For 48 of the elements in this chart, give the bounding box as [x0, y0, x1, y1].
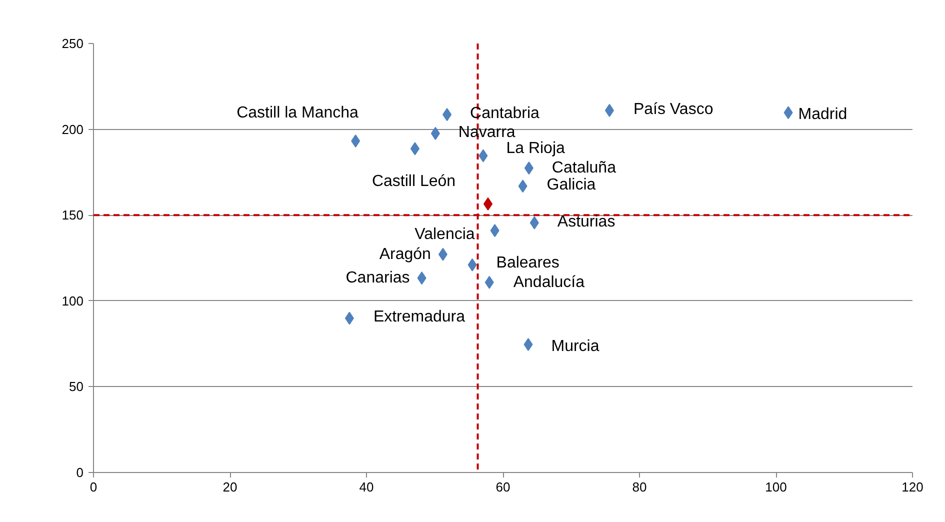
point	[438, 248, 448, 261]
point	[478, 149, 488, 162]
y-tick-label: 200	[62, 122, 84, 137]
point	[784, 106, 793, 120]
point	[442, 108, 452, 122]
x-tick-label: 40	[359, 480, 374, 494]
data-label: Castill León	[372, 173, 456, 190]
data-label: Murcia	[551, 338, 600, 355]
point	[604, 104, 614, 117]
point	[524, 162, 534, 175]
point	[484, 276, 494, 289]
point	[518, 180, 528, 193]
x-tick-label: 60	[496, 480, 510, 494]
point	[468, 258, 477, 272]
x-tick-label: 0	[90, 480, 98, 494]
data-label: Valencia	[414, 226, 475, 244]
data-label: País Vasco	[633, 100, 714, 118]
data-label: La Rioja	[506, 140, 566, 158]
x-tick-label: 80	[632, 480, 647, 494]
y-tick-label: 100	[62, 293, 84, 308]
data-label: Canarias	[346, 270, 410, 287]
point	[483, 197, 492, 210]
x-tick-label: 20	[222, 480, 238, 494]
point	[410, 142, 420, 156]
point	[417, 272, 426, 285]
data-label: Asturias	[557, 213, 616, 230]
point	[351, 134, 360, 148]
x-tick-label: 100	[765, 480, 787, 494]
point	[524, 338, 533, 351]
x-tick-label: 120	[902, 480, 924, 494]
data-label: Baleares	[496, 254, 560, 272]
point	[344, 312, 354, 325]
point	[430, 126, 440, 140]
data-label: Navarra	[458, 124, 516, 141]
y-tick-label: 150	[62, 208, 84, 223]
data-label: Andalucía	[513, 274, 585, 291]
y-tick-label: 250	[62, 36, 84, 51]
data-label: Cantabria	[470, 105, 540, 122]
point	[530, 216, 539, 230]
data-label: Galicia	[546, 176, 596, 194]
data-label: Cataluña	[552, 160, 616, 177]
y-tick-label: 50	[69, 379, 84, 394]
y-tick-label: 0	[76, 465, 84, 480]
point	[490, 224, 500, 238]
data-label: Castill la Mancha	[236, 104, 359, 122]
data-label: Aragón	[379, 246, 431, 263]
data-label: Madrid	[798, 106, 848, 124]
data-label: Extremadura	[373, 308, 466, 326]
